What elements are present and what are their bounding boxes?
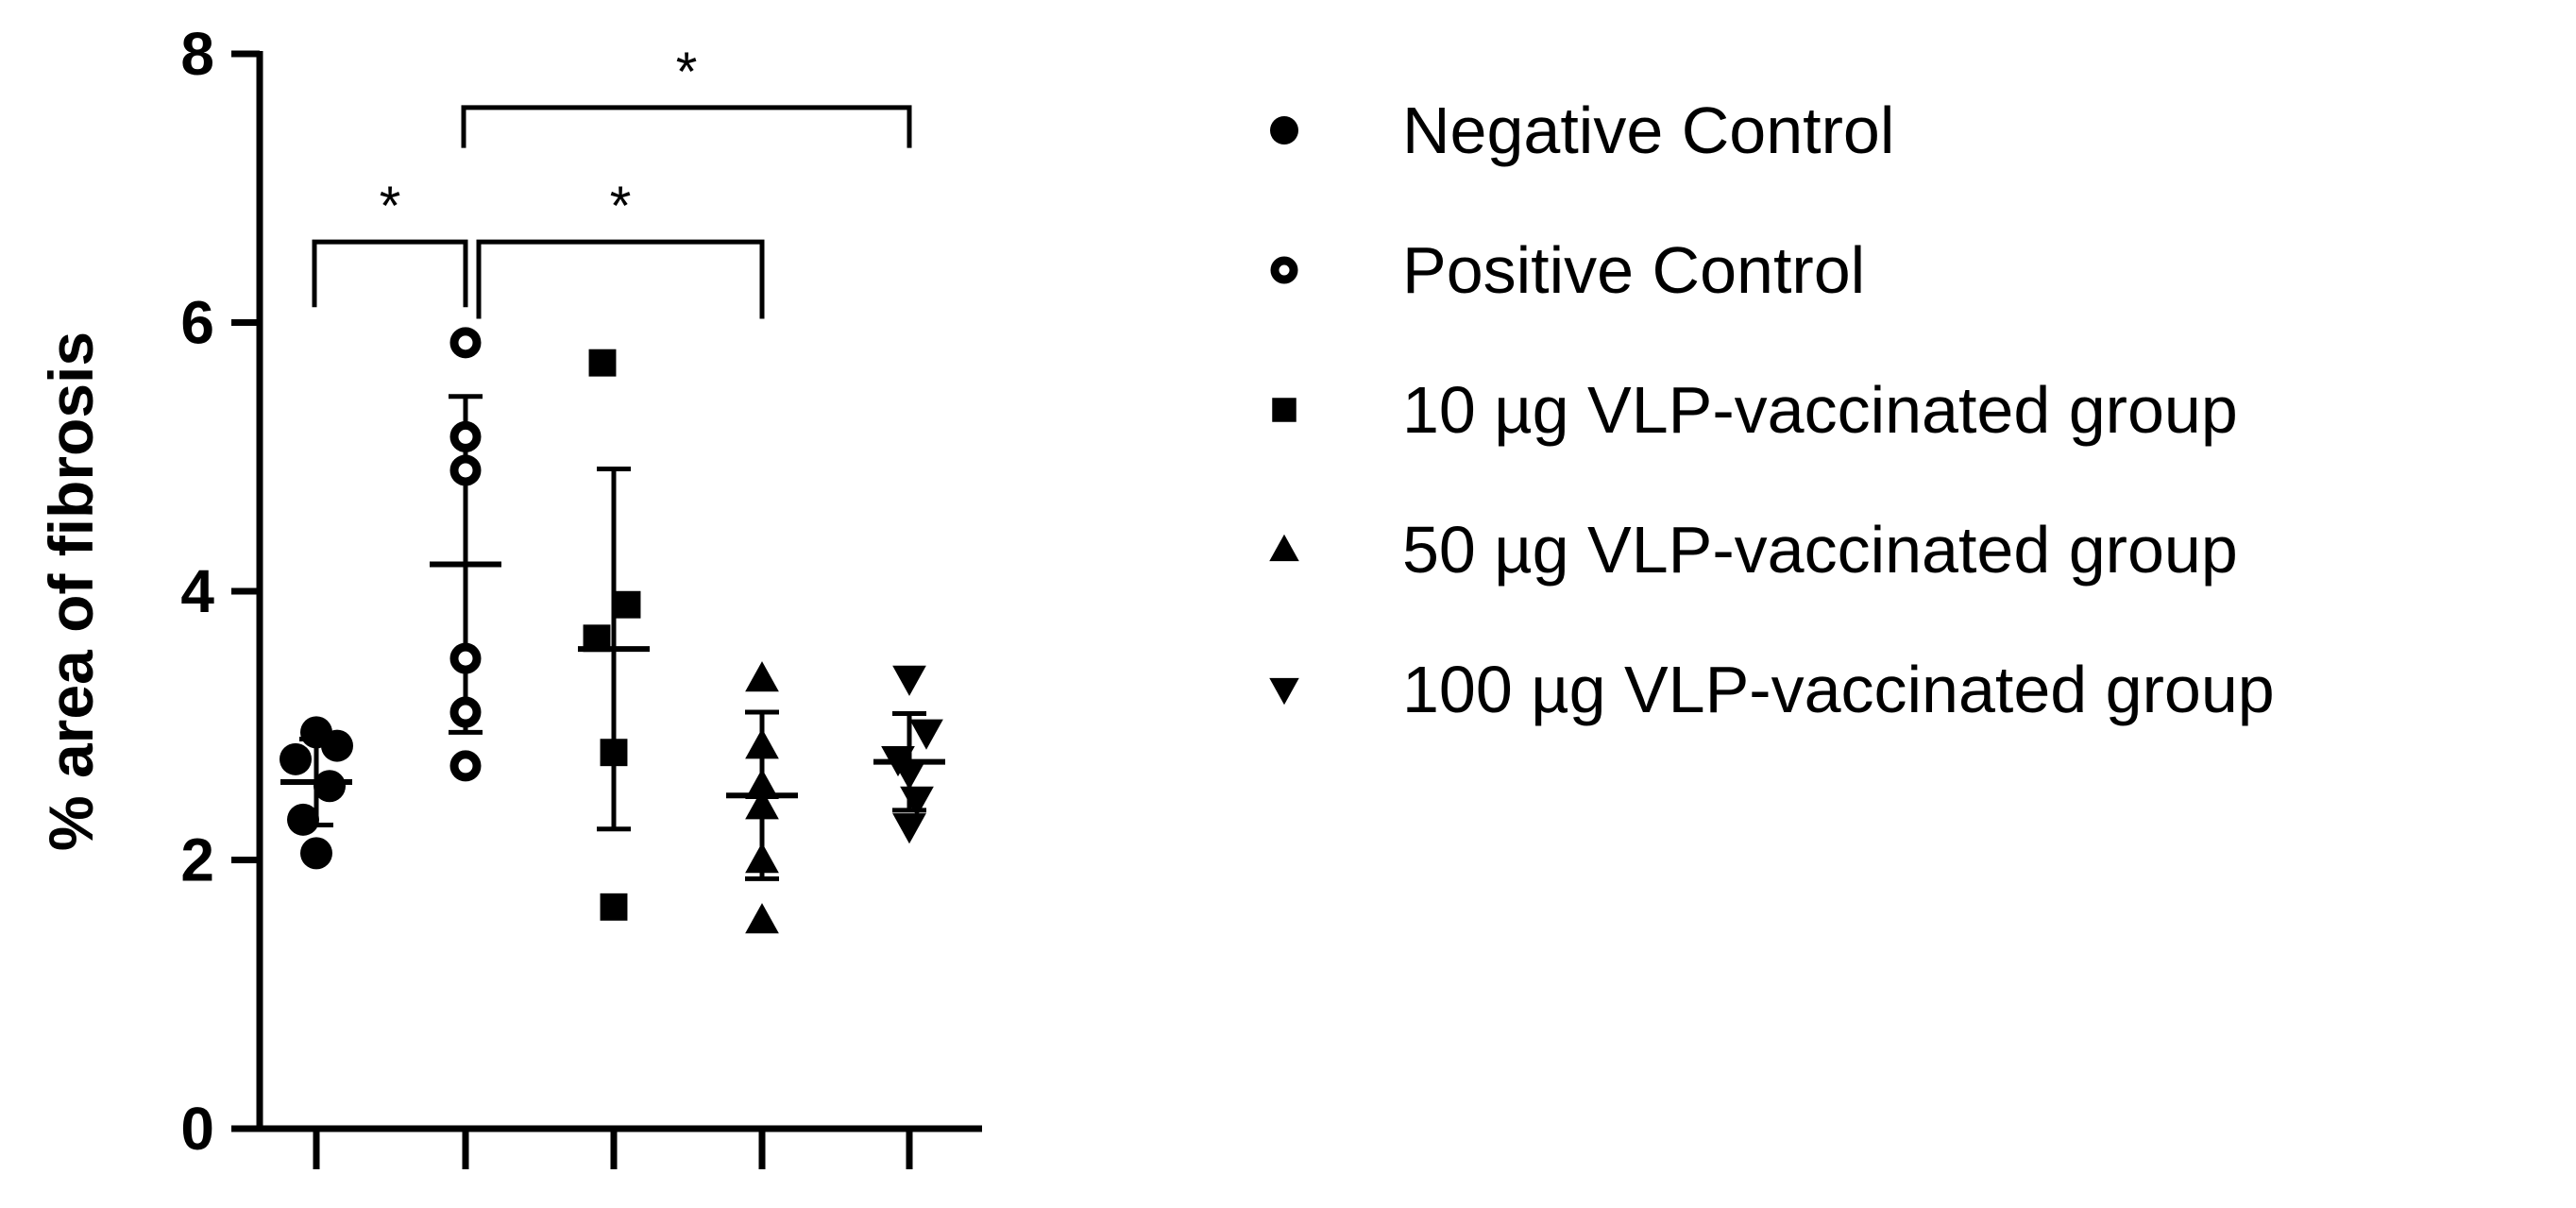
significance-label: * (380, 176, 401, 237)
legend-item: 100 µg VLP-vaccinated group (1269, 653, 2275, 726)
bracket-line (312, 239, 468, 308)
legend-marker (1272, 398, 1296, 422)
data-point (745, 842, 779, 874)
data-point (300, 837, 332, 870)
legend-item: 50 µg VLP-vaccinated group (1269, 513, 2238, 587)
data-point (613, 590, 641, 619)
legend-label: 100 µg VLP-vaccinated group (1402, 653, 2275, 726)
legend-marker (1270, 256, 1298, 284)
axis-group: 0 2 4 6 8 % area of fibrosis (36, 20, 982, 1169)
legend-label: Negative Control (1402, 94, 1894, 167)
significance-bracket: * (476, 176, 765, 319)
data-point (449, 642, 482, 674)
significance-bracket: * (461, 42, 912, 148)
significance-group: * * * (312, 42, 912, 319)
data-point (588, 349, 617, 377)
data-point (900, 786, 934, 817)
bracket-line (461, 105, 912, 148)
y-tick-label: 2 (180, 826, 214, 894)
data-point (892, 813, 926, 844)
legend-item: Positive Control (1270, 233, 1865, 307)
data-point (892, 759, 926, 791)
data-point (314, 770, 346, 803)
legend-item: Negative Control (1270, 94, 1894, 167)
data-point (449, 750, 482, 782)
data-point (449, 696, 482, 728)
data-point (745, 661, 779, 692)
legend-marker (1269, 534, 1299, 562)
legend-label: 50 µg VLP-vaccinated group (1402, 513, 2238, 587)
data-point (745, 789, 779, 820)
series-0 (280, 716, 353, 870)
legend-marker (1269, 677, 1299, 706)
data-point (321, 729, 353, 762)
data-point (449, 420, 482, 452)
y-tick-label: 6 (180, 289, 214, 357)
y-axis-label: % area of fibrosis (36, 332, 106, 851)
legend: Negative Control Positive Control 10 µg VL… (1269, 94, 2275, 726)
plot-group (280, 327, 945, 934)
series-2 (578, 349, 650, 921)
legend-item: 10 µg VLP-vaccinated group (1272, 373, 2238, 447)
data-point (745, 903, 779, 934)
bracket-line (476, 239, 765, 319)
series-3 (726, 661, 798, 934)
y-tick-label: 0 (180, 1095, 214, 1163)
significance-bracket: * (312, 176, 468, 308)
data-point (600, 893, 628, 921)
series-1 (430, 327, 501, 782)
data-point (892, 665, 926, 696)
significance-label: * (676, 42, 698, 103)
legend-label: Positive Control (1402, 233, 1865, 307)
data-point (280, 742, 312, 775)
data-point (449, 454, 482, 486)
data-point (449, 327, 482, 359)
legend-label: 10 µg VLP-vaccinated group (1402, 373, 2238, 447)
significance-label: * (610, 176, 632, 237)
data-point (600, 739, 628, 767)
data-point (745, 728, 779, 759)
data-point (745, 768, 779, 800)
data-point (909, 719, 943, 750)
data-point (287, 803, 319, 836)
series-4 (873, 665, 945, 844)
y-tick-label: 8 (180, 20, 214, 88)
y-tick-label: 4 (180, 557, 214, 625)
legend-marker (1270, 116, 1298, 145)
